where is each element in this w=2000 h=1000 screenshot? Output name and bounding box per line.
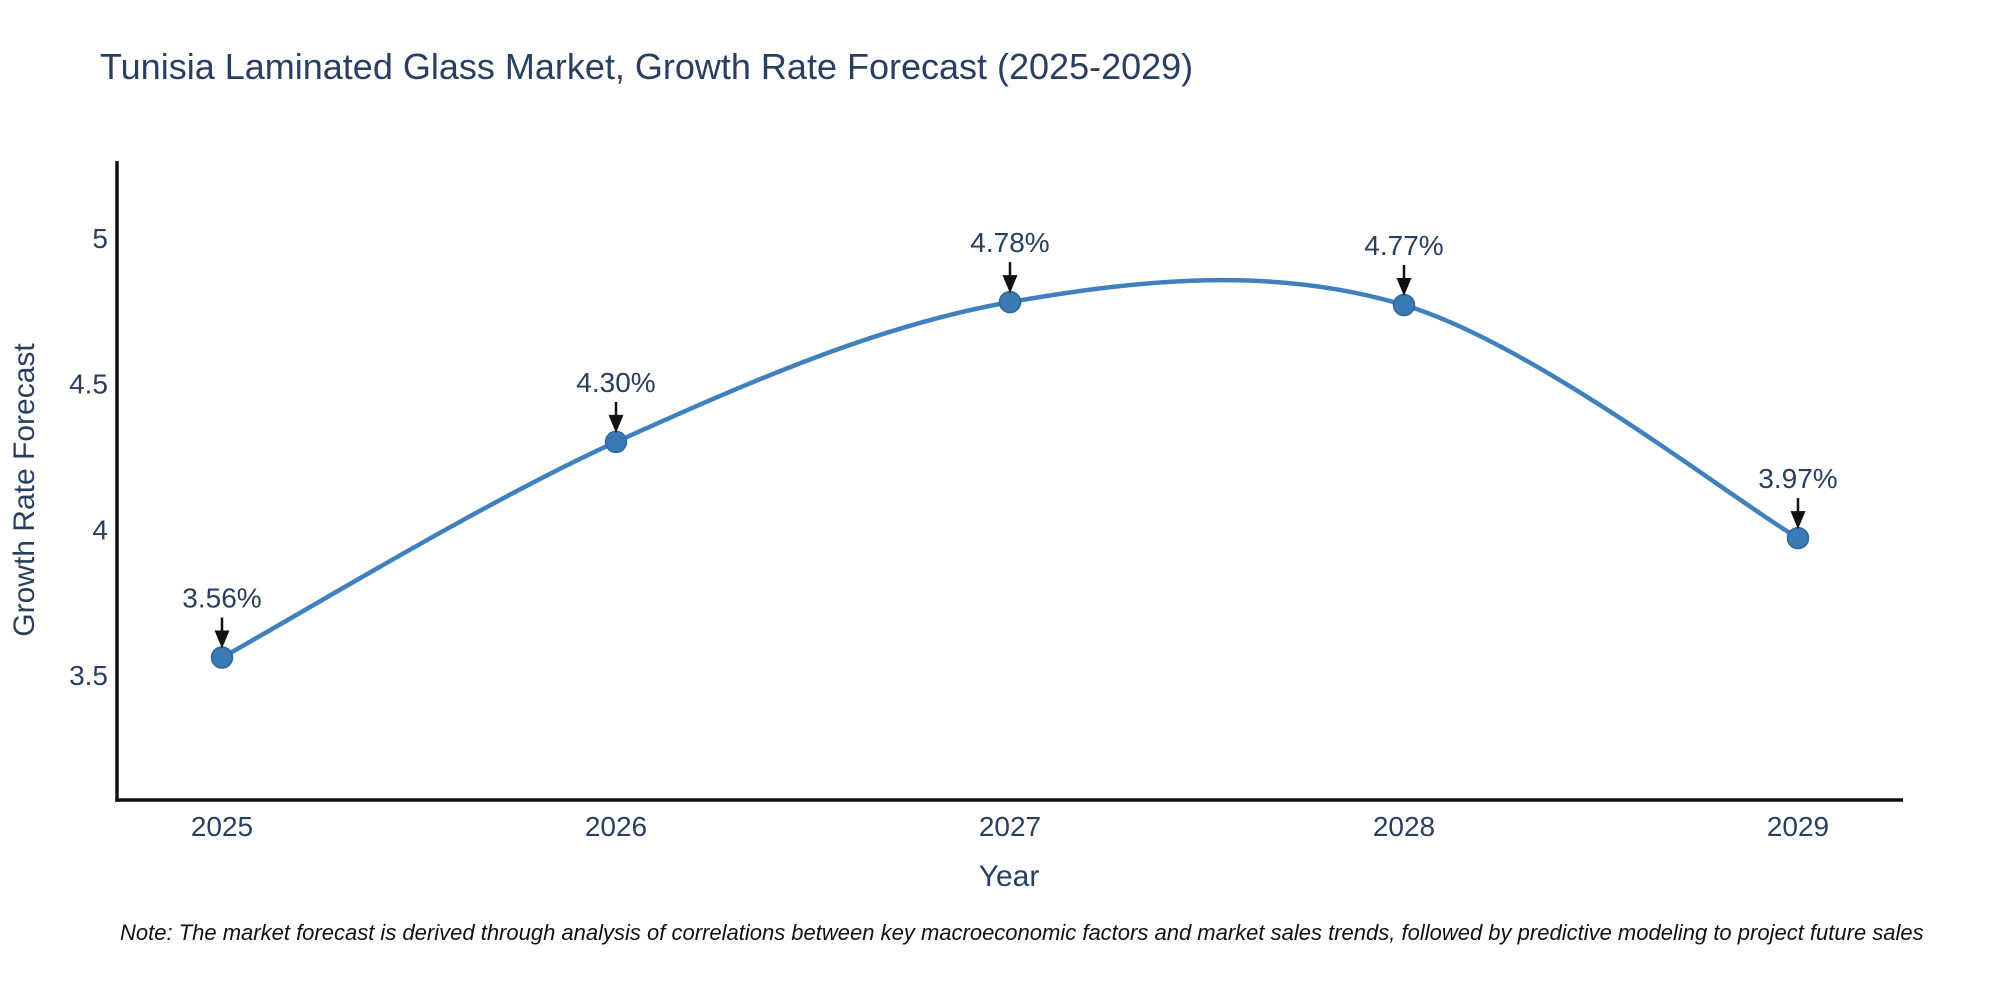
point-annotations: 3.56% 4.30% 4.78% 4.77% 3.97% — [182, 227, 1838, 649]
y-axis-title: Growth Rate Forecast — [8, 343, 41, 637]
chart-title: Tunisia Laminated Glass Market, Growth R… — [100, 46, 1193, 87]
data-point-marker — [210, 646, 234, 669]
x-tick-label: 2025 — [191, 811, 253, 842]
annotation-arrowhead — [1790, 511, 1806, 530]
annotation-arrowhead — [1396, 278, 1412, 297]
data-point-label: 3.56% — [182, 583, 261, 614]
data-point-label: 4.78% — [970, 227, 1049, 258]
annotation-arrowhead — [214, 630, 230, 649]
data-point-marker — [1786, 526, 1810, 550]
y-tick-label: 5 — [92, 223, 108, 254]
y-tick-label: 4.5 — [69, 369, 108, 400]
x-tick-label: 2028 — [1373, 811, 1435, 842]
footnote: Note: The market forecast is derived thr… — [120, 920, 1924, 945]
data-point-marker — [604, 430, 628, 454]
x-tick-label: 2026 — [585, 811, 647, 842]
x-axis-title: Year — [979, 860, 1040, 893]
data-point-marker — [998, 290, 1022, 314]
x-tick-label: 2027 — [979, 811, 1041, 842]
data-point-label: 4.77% — [1364, 230, 1443, 261]
series-line — [219, 277, 1801, 660]
data-series — [210, 277, 1810, 669]
data-point-marker — [1392, 293, 1416, 317]
data-point-label: 3.97% — [1758, 463, 1837, 494]
data-point-label: 4.30% — [576, 367, 655, 398]
annotation-arrowhead — [1002, 275, 1018, 294]
annotation-arrowhead — [608, 414, 624, 433]
x-tick-label: 2029 — [1767, 811, 1829, 842]
x-axis-tick-labels: 2025 2026 2027 2028 2029 — [191, 811, 1829, 842]
y-tick-label: 3.5 — [69, 660, 108, 691]
y-tick-label: 4 — [92, 514, 108, 545]
y-axis-tick-labels: 3.5 4 4.5 5 — [69, 223, 108, 691]
